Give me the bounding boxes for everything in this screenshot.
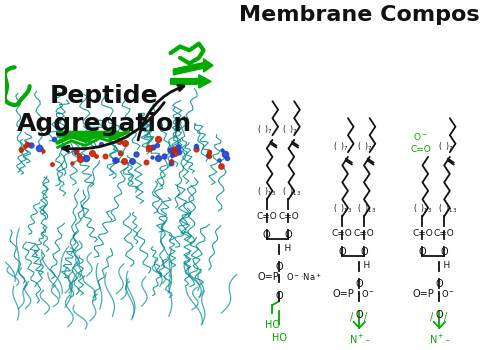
Text: C=O: C=O (434, 229, 454, 238)
Text: O=P: O=P (333, 289, 354, 299)
Text: O=P: O=P (258, 272, 279, 282)
Text: O: O (263, 230, 270, 239)
Text: C=O: C=O (332, 229, 352, 238)
Text: (  )$_{13}$: ( )$_{13}$ (358, 203, 376, 215)
Text: /: / (430, 312, 434, 322)
Text: C=O: C=O (412, 229, 433, 238)
Text: O=P: O=P (413, 289, 434, 299)
Text: O: O (418, 246, 426, 257)
Text: O: O (284, 230, 292, 239)
Text: (  )$_{13}$: ( )$_{13}$ (413, 203, 432, 215)
Text: O: O (356, 279, 363, 289)
Text: (  )$_{7}$: ( )$_{7}$ (438, 140, 454, 153)
Text: O: O (436, 279, 444, 289)
Text: C=O: C=O (278, 212, 299, 221)
Text: C=O: C=O (410, 145, 431, 154)
Polygon shape (58, 128, 124, 141)
Text: H: H (432, 261, 450, 270)
Text: O$^-$: O$^-$ (442, 288, 456, 299)
Text: (  )$_{7}$: ( )$_{7}$ (333, 140, 348, 153)
Text: Membrane Compos: Membrane Compos (239, 5, 480, 25)
Text: O: O (276, 291, 283, 301)
Text: O: O (436, 310, 444, 320)
Text: H: H (352, 261, 370, 270)
Text: HO: HO (272, 333, 286, 343)
Text: C=O: C=O (256, 212, 277, 221)
Text: /: / (350, 312, 353, 322)
Text: /: / (444, 312, 448, 322)
Text: /: / (364, 312, 367, 322)
Text: O$^-$: O$^-$ (361, 288, 376, 299)
Text: (  )$_{13}$: ( )$_{13}$ (258, 186, 276, 198)
Text: (  )$_{13}$: ( )$_{13}$ (282, 186, 301, 198)
Text: N$^+$-: N$^+$- (429, 333, 450, 346)
Polygon shape (174, 59, 213, 75)
Text: C=O: C=O (354, 229, 374, 238)
Text: O$^-$: O$^-$ (413, 131, 428, 142)
Polygon shape (170, 75, 211, 88)
Text: (  )$_{7}$: ( )$_{7}$ (258, 123, 273, 136)
Text: O: O (440, 246, 448, 257)
Text: (  )$_{13}$: ( )$_{13}$ (438, 203, 457, 215)
Text: H: H (273, 244, 291, 253)
Text: HO: HO (265, 320, 280, 330)
Text: O: O (356, 310, 363, 320)
Text: O: O (360, 246, 368, 257)
Text: (  )$_{13}$: ( )$_{13}$ (333, 203, 352, 215)
Text: O$^-$·Na$^+$: O$^-$·Na$^+$ (286, 271, 322, 282)
Text: Peptide
Aggregation: Peptide Aggregation (17, 84, 192, 135)
Text: N$^+$-: N$^+$- (348, 333, 370, 346)
Text: (  )$_{7}$: ( )$_{7}$ (282, 123, 298, 136)
Text: O: O (338, 246, 346, 257)
Text: (  )$_{7}$: ( )$_{7}$ (358, 140, 374, 153)
Text: O: O (276, 261, 283, 272)
